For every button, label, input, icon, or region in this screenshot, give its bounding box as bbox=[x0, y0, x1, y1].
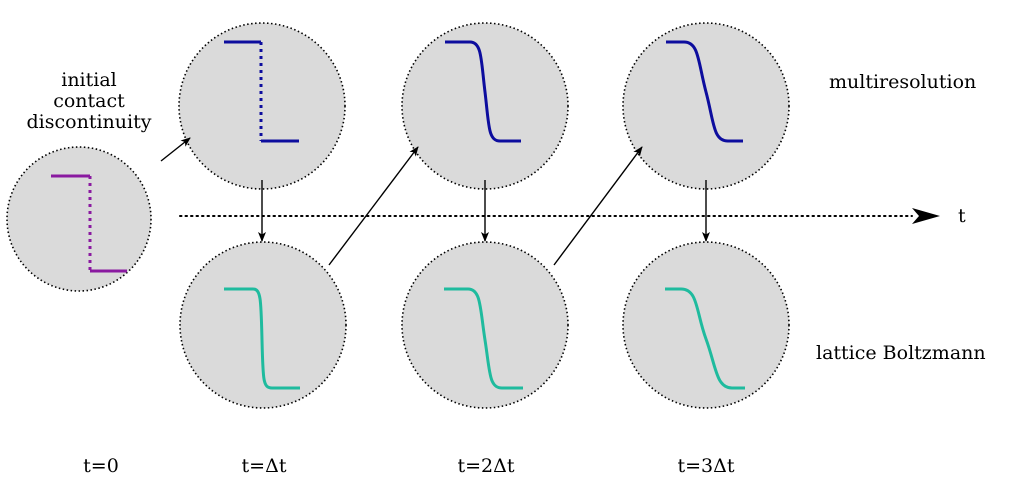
lattice-boltzmann-profile-2 bbox=[444, 287, 523, 390]
initial-discontinuity-label: initial contact discontinuity bbox=[27, 70, 152, 133]
arrow-lb1-to-mr2 bbox=[328, 146, 419, 266]
arrow-initial-to-mr1 bbox=[160, 137, 191, 162]
multiresolution-circle-3 bbox=[622, 22, 790, 190]
multiresolution-profile-2 bbox=[445, 40, 521, 143]
multiresolution-label: multiresolution bbox=[829, 71, 977, 93]
lattice-boltzmann-label: lattice Boltzmann bbox=[816, 342, 986, 364]
lattice-boltzmann-profile-3 bbox=[665, 287, 745, 390]
multiresolution-profile-1 bbox=[224, 40, 299, 143]
multiresolution-circle-2 bbox=[401, 22, 569, 190]
time-label-0: t=0 bbox=[83, 455, 119, 477]
lattice-boltzmann-circle-2 bbox=[401, 241, 569, 409]
initial-label-line-1: initial bbox=[61, 69, 117, 91]
time-label-2: t=2Δt bbox=[457, 455, 515, 477]
initial-discontinuity-profile bbox=[51, 174, 127, 273]
time-axis-label: t bbox=[958, 205, 966, 227]
lattice-boltzmann-profile-1 bbox=[224, 287, 300, 390]
lattice-boltzmann-circle-3 bbox=[622, 241, 790, 409]
initial-state-circle bbox=[6, 146, 152, 292]
time-label-3: t=3Δt bbox=[677, 455, 735, 477]
time-axis-arrowhead bbox=[912, 208, 940, 224]
initial-label-line-3: discontinuity bbox=[26, 111, 152, 133]
multiresolution-profile-3 bbox=[666, 40, 743, 143]
time-label-1: t=Δt bbox=[241, 455, 287, 477]
arrow-lb2-to-mr3 bbox=[553, 146, 643, 266]
initial-label-line-2: contact bbox=[53, 90, 125, 112]
